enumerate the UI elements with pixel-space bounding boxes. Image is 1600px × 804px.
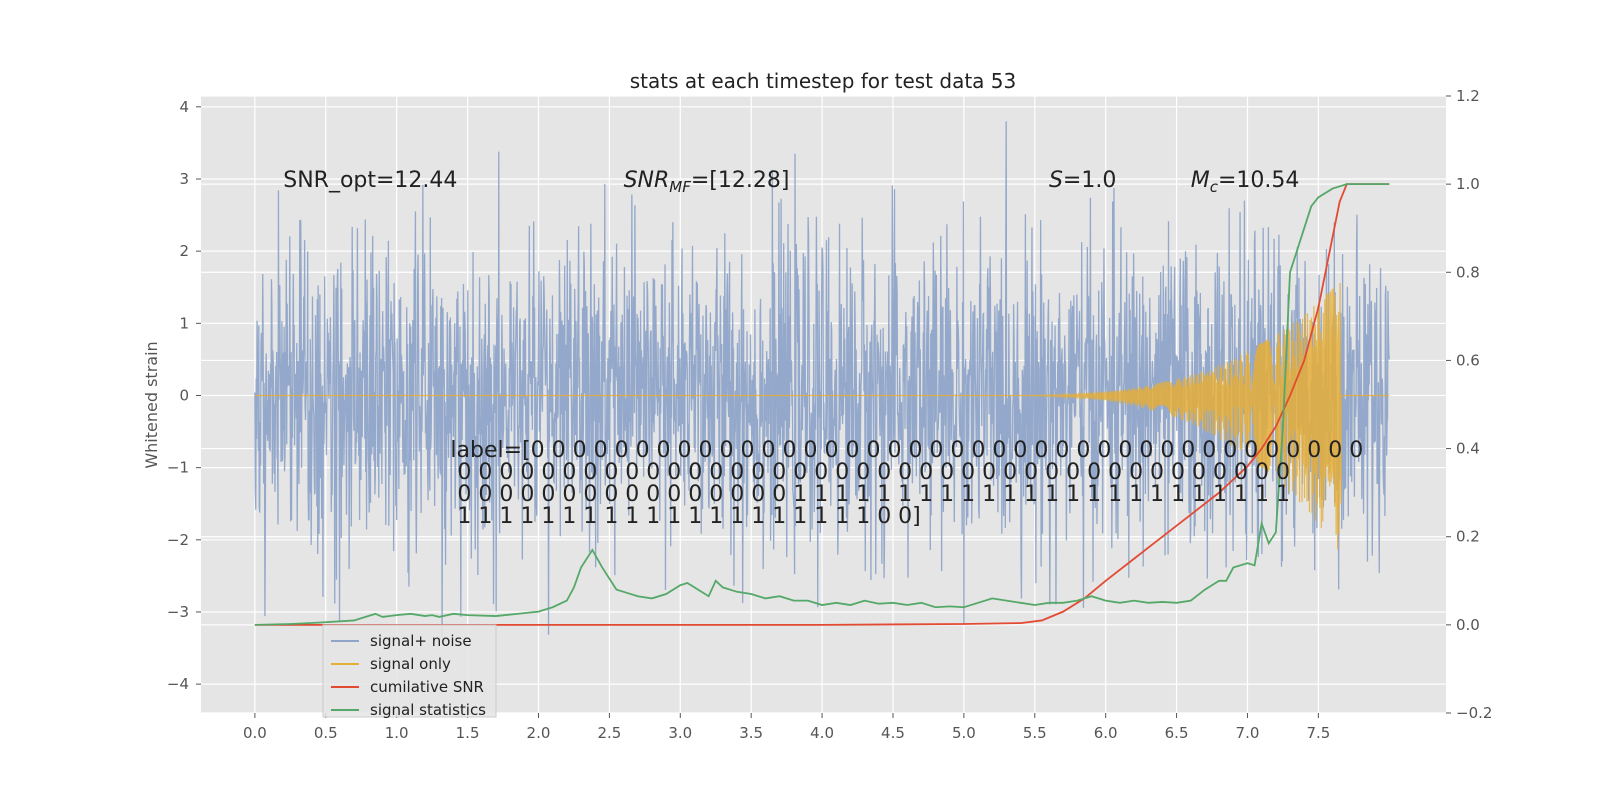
- y2-tick-label: 0.8: [1456, 263, 1480, 281]
- statistics-lines-layer: [254, 183, 1390, 626]
- x-tick-label: 1.0: [385, 724, 409, 742]
- signal-only-layer: [254, 283, 1390, 550]
- y-tick-label: −1: [167, 459, 189, 477]
- x-tick-label: 5.0: [952, 724, 976, 742]
- chart-title: stats at each timestep for test data 53: [630, 69, 1016, 93]
- y2-tick-label: 1.0: [1456, 175, 1480, 193]
- signal-noise-trace: [254, 121, 1390, 639]
- y-tick-label: 4: [179, 98, 189, 116]
- x-tick-label: 2.0: [527, 724, 551, 742]
- signal-statistics-line: [254, 183, 1390, 626]
- y2-tick-label: 0.0: [1456, 616, 1480, 634]
- legend-entry-label: signal+ noise: [370, 632, 472, 650]
- x-tick-label: 7.0: [1236, 724, 1260, 742]
- cumulative-snr-line: [254, 183, 1390, 626]
- label-array-line: 1 1 1 1 1 1 1 1 1 1 1 1 1 1 1 1 1 1 1 1 …: [450, 504, 920, 529]
- y2-tick-label: 1.2: [1456, 87, 1480, 105]
- label-array-line: 0 0 0 0 0 0 0 0 0 0 0 0 0 0 0 0 1 1 1 1 …: [450, 482, 1290, 507]
- x-tick-label: 6.5: [1165, 724, 1189, 742]
- legend: signal+ noise signal only cumilative SNR si…: [322, 624, 497, 719]
- y-axis-label: Whitened strain: [142, 341, 161, 468]
- annotation-mc-value: Mc=10.54: [1191, 168, 1300, 196]
- x-tick-label: 7.5: [1306, 724, 1330, 742]
- y2-tick-label: 0.2: [1456, 528, 1480, 546]
- annotation-snr-opt: SNR_opt=12.44: [283, 168, 457, 193]
- label-array-line: 0 0 0 0 0 0 0 0 0 0 0 0 0 0 0 0 0 0 0 0 …: [450, 460, 1290, 485]
- y-tick-label: −3: [167, 603, 189, 621]
- x-tick-label: 3.0: [668, 724, 692, 742]
- y2-tick-label: 0.6: [1456, 351, 1480, 369]
- x-tick-label: 5.5: [1023, 724, 1047, 742]
- annotation-layer: SNR_opt=12.44 SNRMF=[12.28] S=1.0 Mc=10.54 l…: [283, 168, 1363, 529]
- axes-layer: 0.0 0.5 1.0 1.5 2.0 2.5 3.0 3.5 4.0 4.5 5.0 5.5 6.0 6…: [167, 87, 1493, 742]
- x-tick-label: 0.5: [314, 724, 338, 742]
- y-tick-label: −2: [167, 531, 189, 549]
- y2-tick-label: 0.4: [1456, 440, 1480, 458]
- x-tick-label: 3.5: [739, 724, 763, 742]
- y-tick-label: 3: [179, 170, 189, 188]
- annotation-s-value: S=1.0: [1049, 168, 1116, 193]
- signal-only-trace: [254, 283, 1390, 550]
- legend-entry-label: signal only: [370, 655, 451, 673]
- y-tick-label: 2: [179, 242, 189, 260]
- x-tick-label: 2.5: [597, 724, 621, 742]
- legend-entry-label: signal statistics: [370, 701, 486, 719]
- signal-noise-layer: [254, 121, 1390, 639]
- x-tick-label: 4.5: [881, 724, 905, 742]
- x-tick-label: 0.0: [243, 724, 267, 742]
- y-tick-label: −4: [167, 675, 189, 693]
- label-array-line: label=[0 0 0 0 0 0 0 0 0 0 0 0 0 0 0 0 0…: [450, 438, 1363, 463]
- y-tick-label: 1: [179, 314, 189, 332]
- y2-tick-label: −0.2: [1456, 704, 1492, 722]
- x-tick-label: 4.0: [810, 724, 834, 742]
- x-tick-label: 6.0: [1094, 724, 1118, 742]
- legend-entry-label: cumilative SNR: [370, 678, 484, 696]
- x-tick-label: 1.5: [456, 724, 480, 742]
- annotation-snr-mf: SNRMF=[12.28]: [624, 168, 790, 196]
- y-tick-label: 0: [179, 386, 189, 404]
